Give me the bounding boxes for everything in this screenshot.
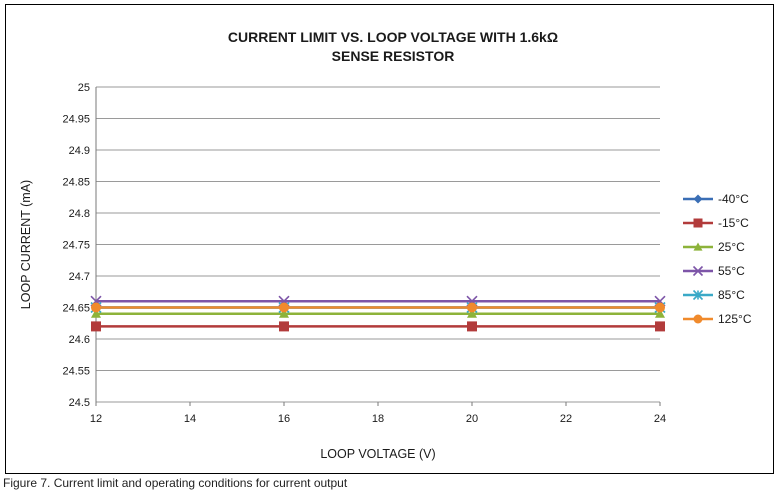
y-axis-label: LOOP CURRENT (mA) — [19, 180, 33, 309]
x-tick-label: 14 — [184, 413, 196, 425]
figure-caption: Figure 7. Current limit and operating co… — [3, 476, 348, 490]
x-tick-label: 16 — [278, 413, 290, 425]
x-tick-label: 20 — [466, 413, 478, 425]
chart-title-line: SENSE RESISTOR — [332, 48, 455, 64]
data-point — [655, 321, 665, 332]
legend-item: -15°C — [683, 216, 749, 230]
data-point — [693, 314, 703, 324]
y-tick-label: 24.75 — [62, 240, 90, 252]
legend-item: -40°C — [683, 192, 749, 206]
chart-title-line: CURRENT LIMIT VS. LOOP VOLTAGE WITH 1.6k… — [228, 29, 558, 45]
data-point — [655, 308, 665, 318]
legend-label: 25°C — [718, 240, 745, 254]
chart-frame: CURRENT LIMIT VS. LOOP VOLTAGE WITH 1.6k… — [5, 4, 774, 474]
data-point — [91, 302, 101, 313]
data-point — [693, 194, 703, 204]
y-tick-label: 24.6 — [69, 334, 90, 346]
y-tick-label: 24.65 — [62, 303, 90, 315]
data-point — [467, 321, 477, 332]
y-tick-label: 25 — [78, 82, 90, 94]
legend-item: 85°C — [683, 288, 745, 302]
series-group — [90, 295, 666, 307]
data-point — [279, 321, 289, 332]
series-group — [91, 302, 665, 313]
data-point — [467, 308, 477, 318]
data-point — [91, 321, 101, 332]
legend-label: 125°C — [718, 312, 752, 326]
data-point — [693, 218, 703, 228]
y-tick-label: 24.5 — [69, 397, 90, 409]
legend-label: 85°C — [718, 288, 745, 302]
data-point — [692, 289, 704, 301]
x-tick-label: 18 — [372, 413, 384, 425]
data-point — [279, 302, 289, 313]
data-point — [467, 302, 477, 313]
data-point — [279, 308, 289, 318]
legend-item: 25°C — [683, 240, 745, 254]
legend-label: -40°C — [718, 192, 749, 206]
legend-label: -15°C — [718, 216, 749, 230]
data-point — [692, 265, 704, 277]
data-point — [655, 302, 665, 313]
legend-item: 55°C — [683, 264, 745, 278]
y-tick-label: 24.95 — [62, 114, 90, 126]
y-tick-label: 24.55 — [62, 366, 90, 378]
x-tick-label: 22 — [560, 413, 572, 425]
y-tick-label: 24.85 — [62, 177, 90, 189]
legend-label: 55°C — [718, 264, 745, 278]
x-axis-label: LOOP VOLTAGE (V) — [320, 447, 435, 461]
legend: -40°C -15°C 25°C 55°C 85°C 125°C — [683, 192, 752, 326]
y-tick-label: 24.7 — [69, 271, 90, 283]
x-tick-label: 24 — [654, 413, 666, 425]
legend-item: 125°C — [683, 312, 752, 326]
chart-svg: CURRENT LIMIT VS. LOOP VOLTAGE WITH 1.6k… — [19, 29, 752, 461]
series-group — [91, 308, 665, 318]
y-tick-label: 24.9 — [69, 145, 90, 157]
data-point — [91, 308, 101, 318]
series-group — [91, 321, 665, 332]
x-tick-label: 12 — [90, 413, 102, 425]
y-tick-label: 24.8 — [69, 208, 90, 220]
data-point — [693, 242, 703, 251]
